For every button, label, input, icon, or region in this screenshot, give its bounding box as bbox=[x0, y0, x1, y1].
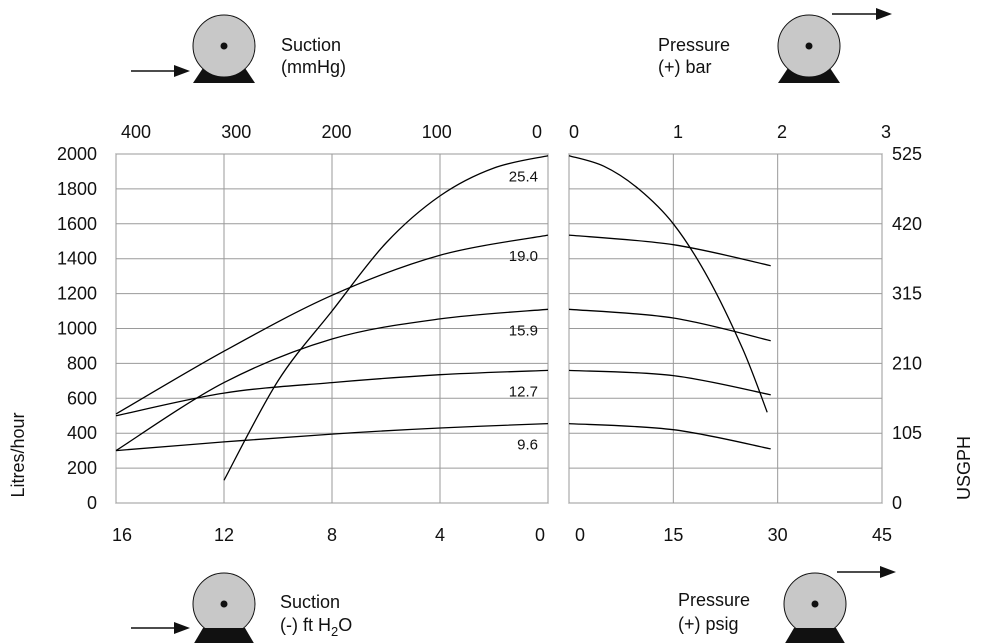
pressure-bottom-caption-line1: Pressure bbox=[678, 590, 750, 610]
suction-curve-15.9 bbox=[115, 308, 549, 452]
top-suction-tick-label: 300 bbox=[221, 122, 251, 142]
top-pressure-tick-label: 0 bbox=[569, 122, 579, 142]
suction-bottom-caption-line2: (-) ft H2O bbox=[280, 615, 352, 639]
suction-curve-12.7 bbox=[115, 369, 549, 417]
pump-icon bbox=[192, 14, 256, 83]
bottom-pressure-tick-label: 0 bbox=[575, 525, 585, 545]
right-y-tick-label: 0 bbox=[892, 493, 902, 513]
curve-labels: 25.4 19.0 15.9 12.7 9.6 bbox=[509, 169, 538, 454]
pressure-curve-25.4 bbox=[568, 155, 768, 413]
arrow-right-icon bbox=[131, 622, 190, 634]
left-axis-title: Litres/hour bbox=[8, 412, 28, 497]
top-pressure-tick-label: 2 bbox=[777, 122, 787, 142]
right-y-tick-label: 210 bbox=[892, 353, 922, 373]
curve-label: 9.6 bbox=[517, 437, 538, 454]
right-y-tick-label: 315 bbox=[892, 284, 922, 304]
right-y-tick-label: 420 bbox=[892, 214, 922, 234]
left-y-tick-label: 0 bbox=[87, 493, 97, 513]
left-y-tick-label: 200 bbox=[67, 458, 97, 478]
suction-top-pump: Suction (mmHg) bbox=[131, 14, 346, 83]
pump-icon bbox=[783, 572, 847, 643]
caption-text: O bbox=[338, 615, 352, 635]
pressure-top-pump: Pressure (+) bar bbox=[658, 8, 892, 83]
right-y-tick-label: 525 bbox=[892, 144, 922, 164]
caption-subscript: 2 bbox=[331, 624, 338, 639]
curve-label: 12.7 bbox=[509, 383, 538, 400]
left-y-tick-label: 2000 bbox=[57, 144, 97, 164]
suction-curve-9.6 bbox=[115, 422, 549, 452]
grid-lines bbox=[115, 153, 883, 504]
top-pressure-tick-label: 3 bbox=[881, 122, 891, 142]
bottom-pressure-tick-label: 30 bbox=[768, 525, 788, 545]
top-suction-tick-label: 400 bbox=[121, 122, 151, 142]
caption-text: (-) ft H bbox=[280, 615, 331, 635]
top-suction-tick-label: 100 bbox=[422, 122, 452, 142]
pressure-bottom-caption-line2: (+) psig bbox=[678, 614, 739, 634]
suction-curve-25.4 bbox=[223, 155, 549, 481]
tick-labels: 2000180016001400120010008006004002000525… bbox=[57, 122, 922, 545]
pump-icon bbox=[777, 14, 841, 83]
right-y-tick-label: 105 bbox=[892, 423, 922, 443]
pressure-curve-12.7 bbox=[568, 369, 771, 396]
left-y-tick-label: 400 bbox=[67, 423, 97, 443]
bottom-suction-tick-label: 0 bbox=[535, 525, 545, 545]
bottom-pressure-tick-label: 45 bbox=[872, 525, 892, 545]
right-axis-title: USGPH bbox=[954, 436, 974, 500]
pressure-bottom-pump: Pressure (+) psig bbox=[678, 566, 896, 643]
suction-bottom-pump: Suction (-) ft H2O bbox=[131, 572, 352, 643]
pump-icon bbox=[192, 572, 256, 643]
arrow-right-icon bbox=[832, 8, 892, 20]
left-y-tick-label: 1000 bbox=[57, 319, 97, 339]
top-suction-tick-label: 200 bbox=[321, 122, 351, 142]
left-y-tick-label: 600 bbox=[67, 388, 97, 408]
left-y-tick-label: 1600 bbox=[57, 214, 97, 234]
left-y-tick-label: 1400 bbox=[57, 249, 97, 269]
suction-top-caption-line1: Suction bbox=[281, 35, 341, 55]
top-suction-tick-label: 0 bbox=[532, 122, 542, 142]
pressure-top-caption-line1: Pressure bbox=[658, 35, 730, 55]
curve-label: 19.0 bbox=[509, 248, 538, 265]
pressure-curve-9.6 bbox=[568, 422, 771, 450]
pressure-curve-15.9 bbox=[568, 308, 771, 342]
suction-top-caption-line2: (mmHg) bbox=[281, 57, 346, 77]
curve-label: 15.9 bbox=[509, 322, 538, 339]
bottom-pressure-tick-label: 15 bbox=[663, 525, 683, 545]
performance-curves bbox=[115, 155, 771, 481]
bottom-suction-tick-label: 16 bbox=[112, 525, 132, 545]
bottom-suction-tick-label: 4 bbox=[435, 525, 445, 545]
bottom-suction-tick-label: 8 bbox=[327, 525, 337, 545]
pressure-top-caption-line2: (+) bar bbox=[658, 57, 712, 77]
pressure-curve-19.0 bbox=[568, 234, 771, 267]
left-y-tick-label: 1200 bbox=[57, 284, 97, 304]
arrow-right-icon bbox=[131, 65, 190, 77]
arrow-right-icon bbox=[837, 566, 896, 578]
top-pressure-tick-label: 1 bbox=[673, 122, 683, 142]
suction-bottom-caption-line1: Suction bbox=[280, 592, 340, 612]
suction-curve-19.0 bbox=[115, 234, 549, 415]
left-y-tick-label: 1800 bbox=[57, 179, 97, 199]
curve-label: 25.4 bbox=[509, 169, 538, 186]
left-y-tick-label: 800 bbox=[67, 353, 97, 373]
bottom-suction-tick-label: 12 bbox=[214, 525, 234, 545]
